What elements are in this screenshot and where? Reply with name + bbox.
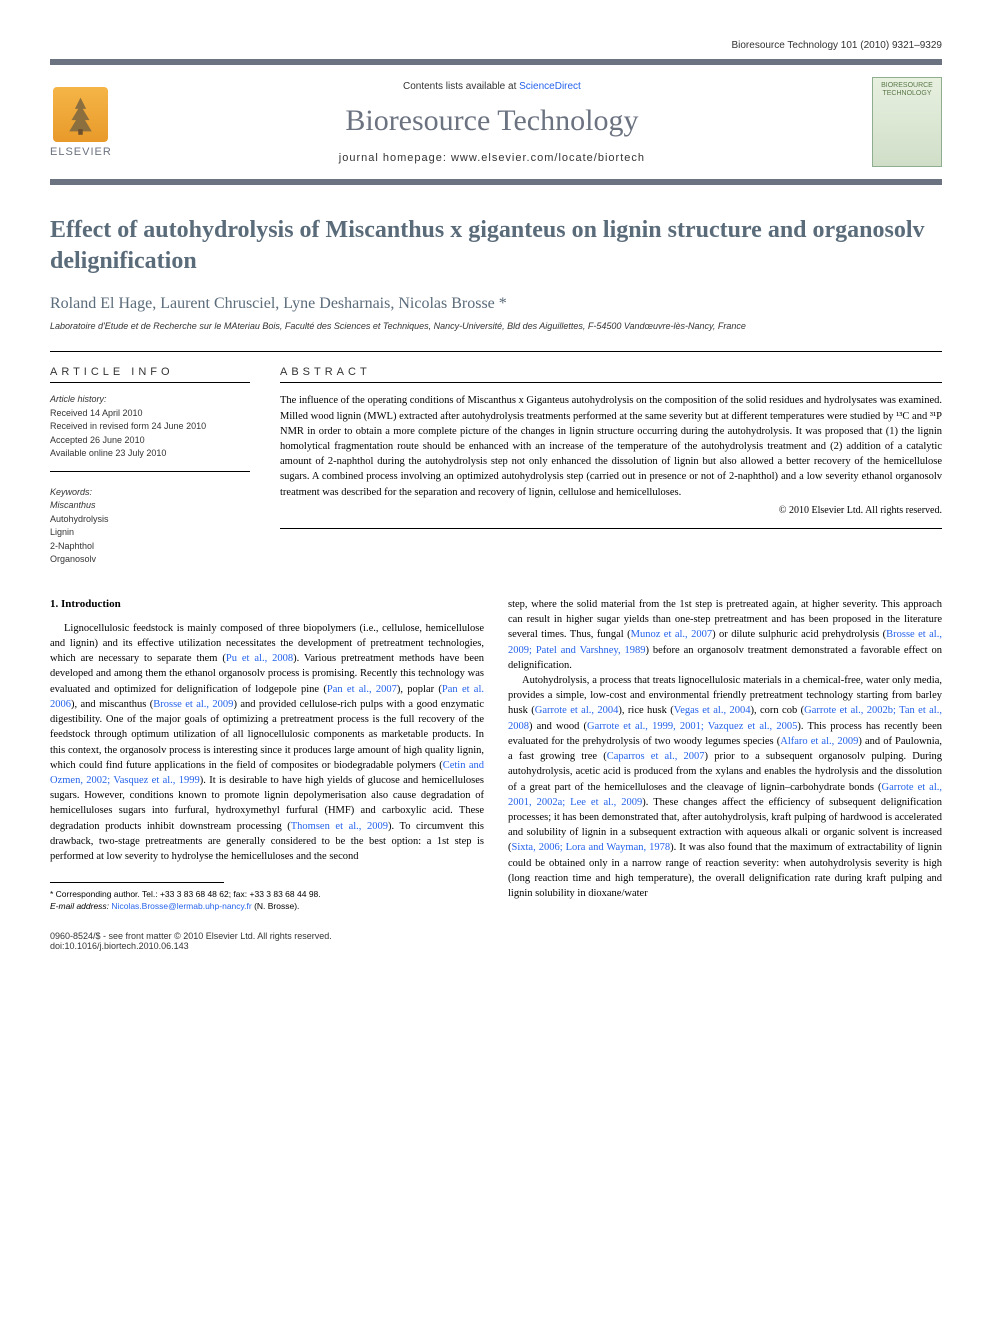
history-label: Article history:: [50, 393, 250, 407]
keyword-4: 2-Naphthol: [50, 540, 250, 554]
ref-link[interactable]: Munoz et al., 2007: [631, 629, 712, 640]
keyword-1: Miscanthus: [50, 499, 250, 513]
intro-paragraph-1: Lignocellulosic feedstock is mainly comp…: [50, 621, 484, 865]
cover-title: BIORESOURCE TECHNOLOGY: [877, 82, 937, 97]
ref-link[interactable]: Garrote et al., 1999, 2001; Vazquez et a…: [587, 721, 797, 732]
ref-link[interactable]: Brosse et al., 2009: [153, 699, 233, 710]
keyword-2: Autohydrolysis: [50, 513, 250, 527]
ref-link[interactable]: Vegas et al., 2004: [674, 705, 751, 716]
email-link[interactable]: Nicolas.Brosse@lermab.uhp-nancy.fr: [111, 901, 251, 911]
body-columns: 1. Introduction Lignocellulosic feedstoc…: [50, 597, 942, 913]
article-history: Article history: Received 14 April 2010 …: [50, 393, 250, 472]
abstract-body: The influence of the operating condition…: [280, 395, 942, 497]
elsevier-tree-icon: [53, 87, 108, 142]
elsevier-label: ELSEVIER: [50, 146, 112, 158]
contents-line: Contents lists available at ScienceDirec…: [112, 81, 872, 92]
ref-link[interactable]: Thomsen et al., 2009: [291, 821, 388, 832]
text-run: ), and miscanthus (: [71, 699, 153, 710]
ref-link[interactable]: Garrote et al., 2004: [535, 705, 619, 716]
revised-date: Received in revised form 24 June 2010: [50, 420, 250, 434]
journal-homepage: journal homepage: www.elsevier.com/locat…: [112, 152, 872, 164]
running-header: Bioresource Technology 101 (2010) 9321–9…: [50, 40, 942, 51]
ref-link[interactable]: Pu et al., 2008: [226, 653, 293, 664]
email-label: E-mail address:: [50, 901, 111, 911]
keyword-3: Lignin: [50, 526, 250, 540]
journal-cover-thumb: BIORESOURCE TECHNOLOGY: [872, 77, 942, 167]
sciencedirect-link[interactable]: ScienceDirect: [519, 81, 581, 92]
text-run: ), poplar (: [397, 684, 442, 695]
text-run: ), corn cob (: [750, 705, 804, 716]
online-date: Available online 23 July 2010: [50, 447, 250, 461]
ref-link[interactable]: Caparros et al., 2007: [607, 751, 705, 762]
journal-header: ELSEVIER Contents lists available at Sci…: [50, 59, 942, 185]
received-date: Received 14 April 2010: [50, 407, 250, 421]
intro-paragraph-2: Autohydrolysis, a process that treats li…: [508, 673, 942, 901]
ref-link[interactable]: Sixta, 2006; Lora and Wayman, 1978: [512, 842, 671, 853]
doi-line: doi:10.1016/j.biortech.2010.06.143: [50, 941, 332, 951]
front-matter-line: 0960-8524/$ - see front matter © 2010 El…: [50, 931, 332, 941]
abstract-heading: ABSTRACT: [280, 366, 942, 383]
abstract-copyright: © 2010 Elsevier Ltd. All rights reserved…: [280, 504, 942, 519]
article-title: Effect of autohydrolysis of Miscanthus x…: [50, 215, 942, 277]
corr-author-line: * Corresponding author. Tel.: +33 3 83 6…: [50, 889, 484, 901]
keyword-5: Organosolv: [50, 553, 250, 567]
journal-title: Bioresource Technology: [112, 104, 872, 138]
text-run: ), rice husk (: [618, 705, 673, 716]
abstract-column: ABSTRACT The influence of the operating …: [280, 366, 942, 567]
affiliation: Laboratoire d'Etude et de Recherche sur …: [50, 321, 942, 331]
elsevier-logo-block: ELSEVIER: [50, 87, 112, 158]
accepted-date: Accepted 26 June 2010: [50, 434, 250, 448]
ref-link[interactable]: Alfaro et al., 2009: [780, 736, 858, 747]
corresponding-author-footnote: * Corresponding author. Tel.: +33 3 83 6…: [50, 889, 484, 913]
article-info-column: ARTICLE INFO Article history: Received 1…: [50, 366, 250, 567]
ref-link[interactable]: Pan et al., 2007: [327, 684, 397, 695]
authors-line: Roland El Hage, Laurent Chrusciel, Lyne …: [50, 295, 942, 313]
text-run: ) or dilute sulphuric acid prehydrolysis…: [712, 629, 886, 640]
body-column-left: 1. Introduction Lignocellulosic feedstoc…: [50, 597, 484, 913]
intro-paragraph-1-cont: step, where the solid material from the …: [508, 597, 942, 673]
page-footer: 0960-8524/$ - see front matter © 2010 El…: [50, 931, 942, 951]
keywords-label: Keywords:: [50, 486, 250, 500]
section-1-heading: 1. Introduction: [50, 597, 484, 613]
text-run: ) and wood (: [529, 721, 587, 732]
body-column-right: step, where the solid material from the …: [508, 597, 942, 913]
keywords-block: Keywords: Miscanthus Autohydrolysis Lign…: [50, 486, 250, 567]
email-suffix: (N. Brosse).: [252, 901, 300, 911]
contents-text: Contents lists available at: [403, 81, 519, 92]
article-info-heading: ARTICLE INFO: [50, 366, 250, 383]
abstract-text: The influence of the operating condition…: [280, 393, 942, 529]
